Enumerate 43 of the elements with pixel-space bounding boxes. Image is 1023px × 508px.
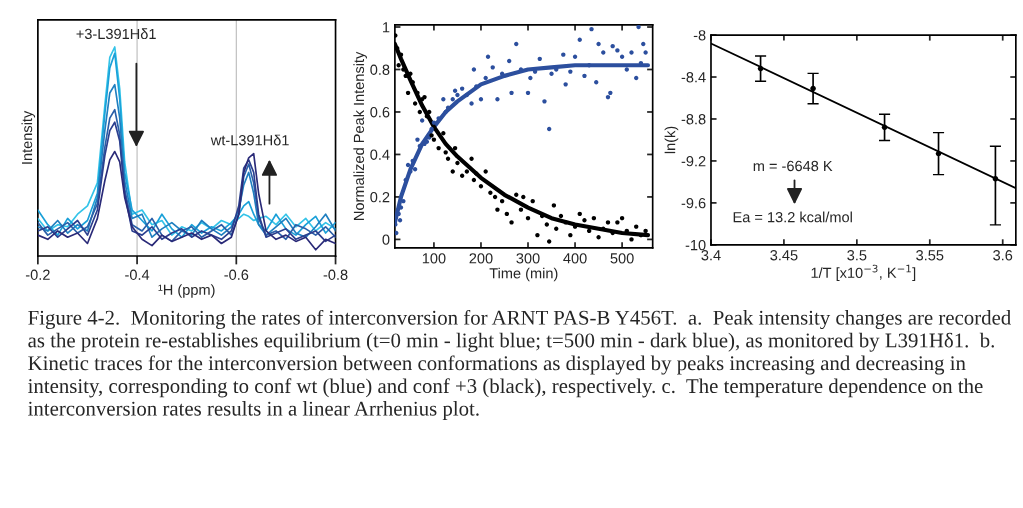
x-tick-label: -0.6: [224, 269, 249, 280]
x-tick-label: 3.45: [770, 250, 798, 261]
x-tick-label: 300: [516, 253, 540, 264]
x-tick-label: 3.6: [993, 250, 1013, 261]
y-tick-label: -9.2: [681, 156, 706, 167]
x-tick-label: -0.2: [25, 269, 50, 280]
y-tick-label: -8.8: [681, 114, 706, 125]
point: [757, 65, 764, 72]
x-axis-title: ¹H (ppm): [158, 284, 215, 298]
annotation: Ea = 13.2 kcal/mol: [733, 211, 852, 223]
annotation: m = -6648 K: [753, 160, 833, 172]
y-tick-label: -8.4: [681, 72, 706, 83]
x-tick-label: 100: [422, 253, 446, 264]
y-axis-title: ln(k): [664, 126, 679, 154]
annotation: wt-L391Hδ1: [210, 134, 289, 146]
y-tick-label: 0: [382, 234, 390, 245]
y-tick-label: 0.4: [370, 149, 390, 160]
x-tick-label: 3.5: [847, 250, 867, 261]
y-axis-title: Intensity: [21, 110, 36, 164]
y-tick-label: 1: [383, 22, 390, 33]
point: [881, 124, 888, 131]
y-tick-label: -10: [685, 239, 706, 251]
point: [992, 175, 999, 182]
y-tick-label: -9.6: [681, 198, 706, 209]
x-tick-label: 200: [469, 253, 493, 264]
y-tick-label: 0.6: [370, 107, 390, 118]
x-axis-title: 1/T [x10$^{−3}$, K$^{−1}$]: [811, 264, 916, 281]
line-series: [394, 63, 651, 225]
y-axis-title: Normalized Peak Intensity: [353, 51, 367, 220]
x-tick-label: -0.8: [323, 269, 348, 280]
x-tick-label: -0.4: [125, 269, 150, 280]
x-tick-label: 3.4: [701, 250, 721, 261]
y-tick-label: 0.2: [370, 192, 390, 203]
x-axis-title: Time (min): [489, 267, 558, 282]
text: +3-L391Hδ1: [76, 28, 156, 40]
y-tick-label: 0.8: [370, 64, 390, 75]
x-tick-label: 500: [610, 253, 634, 264]
x-tick-label: 3.55: [916, 250, 944, 261]
x-tick-label: 400: [563, 253, 587, 264]
caption: Figure 4-2. Monitoring the rates of interconversion for ARNT PAS-B Y456T. a. Peak intensity changes are recorded as the protein re-establishes equilibrium (t=0 min - light blue; t=500 min - dark blue), as monitored by L391Hδ1. b. Kinetic traces for the interconversion between conformations as displayed by peaks increasing and decreasing in intensity, corresponding to conf wt (blue) and conf +3 (black), respectively. c. The temperature dependence on the interconversion rates results in a linear Arrhenius plot.: [28, 309, 1011, 420]
point: [935, 150, 942, 157]
point: [810, 85, 816, 92]
y-tick-label: -8: [693, 30, 706, 41]
